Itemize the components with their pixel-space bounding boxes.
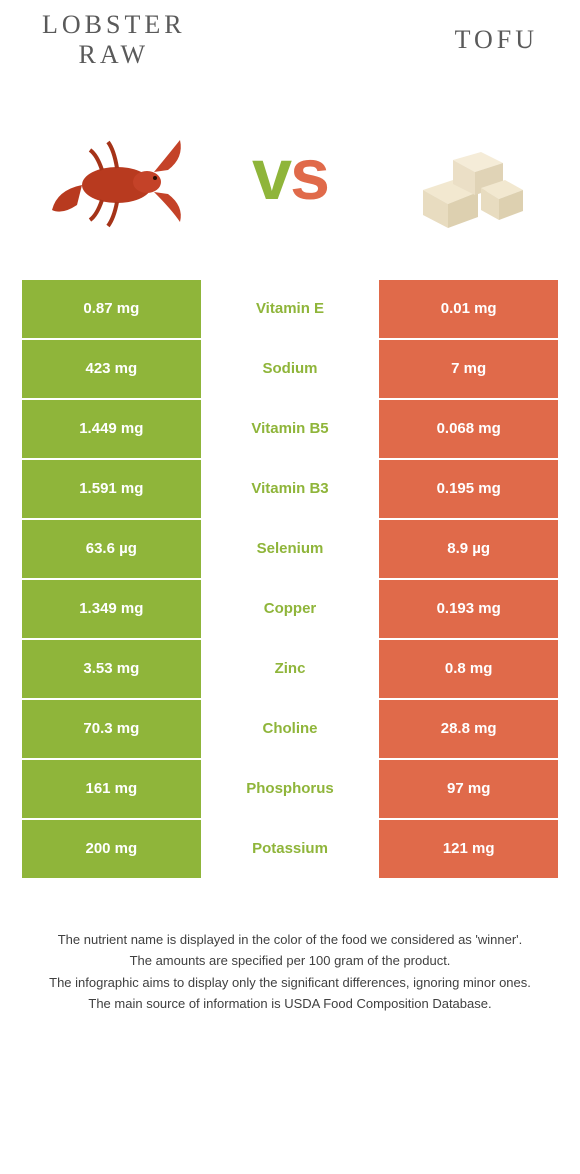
nutrient-row: 70.3 mgCholine28.8 mg [22,700,558,758]
right-value: 7 mg [379,340,558,398]
left-food-image [42,100,192,250]
left-value: 0.87 mg [22,280,201,338]
footer-notes: The nutrient name is displayed in the co… [12,880,568,1026]
left-value: 423 mg [22,340,201,398]
nutrient-name: Zinc [201,640,380,698]
left-value: 200 mg [22,820,201,878]
right-value: 8.9 µg [379,520,558,578]
right-value: 0.8 mg [379,640,558,698]
right-food-image [388,100,538,250]
nutrient-name: Copper [201,580,380,638]
vs-label: vs [252,134,328,216]
right-value: 0.01 mg [379,280,558,338]
nutrient-row: 1.449 mgVitamin B50.068 mg [22,400,558,458]
nutrient-name: Vitamin B3 [201,460,380,518]
nutrient-name: Vitamin B5 [201,400,380,458]
nutrient-row: 1.349 mgCopper0.193 mg [22,580,558,638]
nutrient-name: Vitamin E [201,280,380,338]
right-value: 97 mg [379,760,558,818]
footer-line: The main source of information is USDA F… [32,994,548,1014]
left-value: 161 mg [22,760,201,818]
nutrient-row: 423 mgSodium7 mg [22,340,558,398]
right-value: 0.068 mg [379,400,558,458]
right-food-title: TOFU [455,25,538,55]
header: LOBSTERRAW TOFU [12,10,568,80]
left-food-title: LOBSTERRAW [42,10,186,70]
right-value: 0.193 mg [379,580,558,638]
nutrient-row: 1.591 mgVitamin B30.195 mg [22,460,558,518]
right-value: 28.8 mg [379,700,558,758]
footer-line: The infographic aims to display only the… [32,973,548,993]
nutrient-row: 63.6 µgSelenium8.9 µg [22,520,558,578]
nutrient-name: Sodium [201,340,380,398]
left-value: 1.591 mg [22,460,201,518]
nutrient-row: 161 mgPhosphorus97 mg [22,760,558,818]
nutrient-name: Phosphorus [201,760,380,818]
nutrient-row: 3.53 mgZinc0.8 mg [22,640,558,698]
hero-row: vs [12,80,568,280]
nutrient-table: 0.87 mgVitamin E0.01 mg423 mgSodium7 mg1… [22,280,558,878]
left-value: 63.6 µg [22,520,201,578]
footer-line: The amounts are specified per 100 gram o… [32,951,548,971]
nutrient-name: Selenium [201,520,380,578]
right-value: 121 mg [379,820,558,878]
left-value: 70.3 mg [22,700,201,758]
nutrient-name: Choline [201,700,380,758]
left-value: 1.449 mg [22,400,201,458]
footer-line: The nutrient name is displayed in the co… [32,930,548,950]
nutrient-row: 200 mgPotassium121 mg [22,820,558,878]
nutrient-name: Potassium [201,820,380,878]
left-value: 1.349 mg [22,580,201,638]
left-value: 3.53 mg [22,640,201,698]
nutrient-row: 0.87 mgVitamin E0.01 mg [22,280,558,338]
right-value: 0.195 mg [379,460,558,518]
